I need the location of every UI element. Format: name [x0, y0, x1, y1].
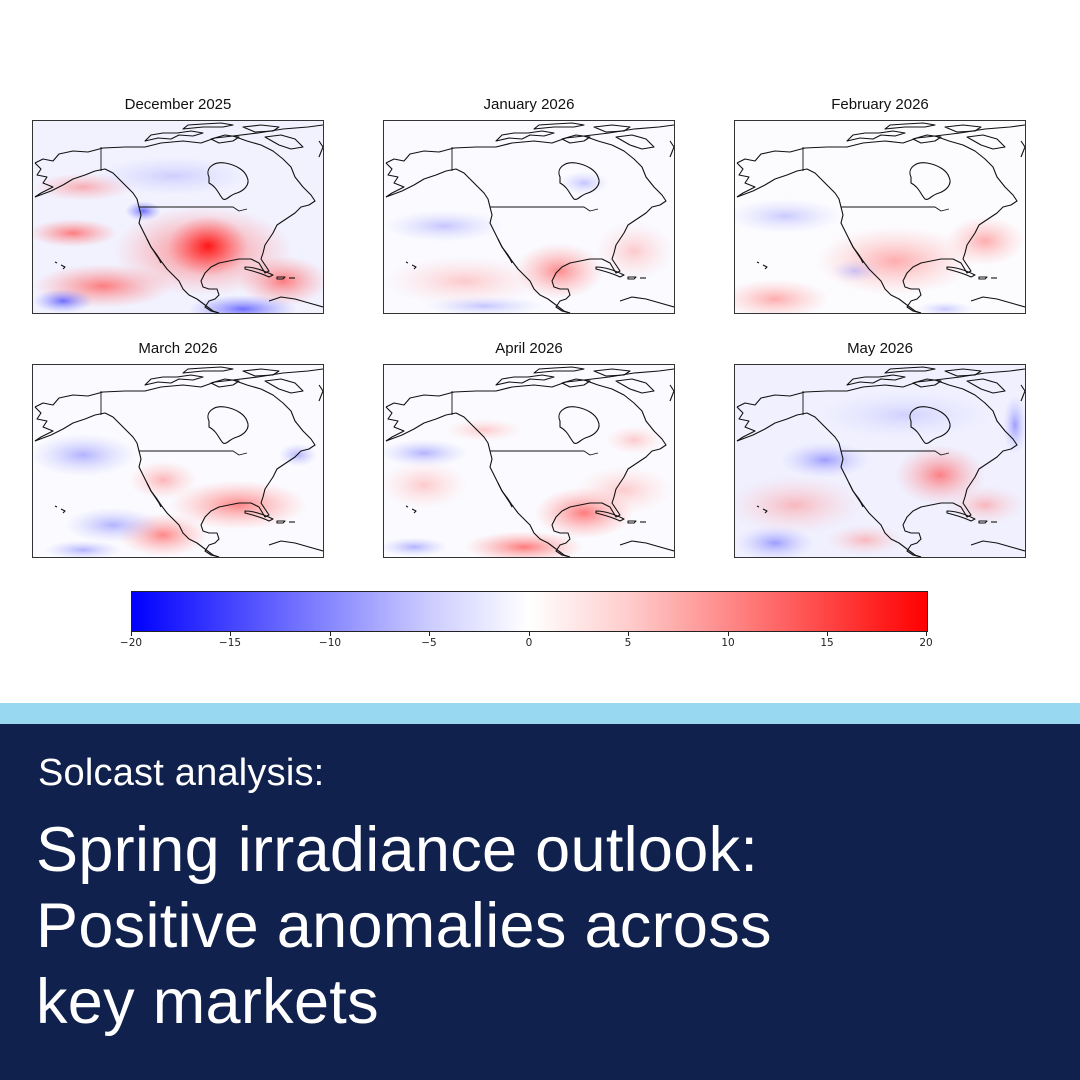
colorbar	[131, 591, 928, 632]
colorbar-tick	[230, 631, 231, 636]
headline: Spring irradiance outlook: Positive anom…	[36, 812, 772, 1040]
colorbar-tick-label: 20	[919, 637, 933, 649]
colorbar-tick-label: 0	[525, 637, 533, 649]
panel-title: April 2026	[495, 340, 563, 357]
colorbar-tick	[827, 631, 828, 636]
anomaly-map	[383, 364, 675, 558]
headline-line: key markets	[36, 967, 379, 1037]
anomaly-map	[734, 364, 1026, 558]
colorbar-tick-label: −5	[421, 637, 437, 649]
colorbar-tick	[131, 631, 132, 636]
panel-title: May 2026	[847, 340, 913, 357]
colorbar-tick	[529, 631, 530, 636]
colorbar-tick	[628, 631, 629, 636]
colorbar-tick-label: −20	[119, 637, 143, 649]
anomaly-map	[32, 120, 324, 314]
panel-title: March 2026	[138, 340, 218, 357]
colorbar-tick	[728, 631, 729, 636]
headline-line: Spring irradiance outlook:	[36, 815, 759, 885]
colorbar-tick-label: 15	[820, 637, 834, 649]
colorbar-tick-label: 5	[624, 637, 632, 649]
anomaly-map	[32, 364, 324, 558]
headline-line: Positive anomalies across	[36, 891, 772, 961]
panel-title: January 2026	[483, 96, 575, 113]
title-banner	[0, 724, 1080, 1080]
colorbar-tick	[330, 631, 331, 636]
colorbar-tick-label: 10	[721, 637, 735, 649]
accent-stripe	[0, 703, 1080, 724]
anomaly-map	[734, 120, 1026, 314]
colorbar-tick-label: −15	[218, 637, 242, 649]
colorbar-tick-label: −10	[318, 637, 342, 649]
colorbar-tick	[429, 631, 430, 636]
colorbar-tick	[926, 631, 927, 636]
panel-title: December 2025	[124, 96, 232, 113]
anomaly-map	[383, 120, 675, 314]
kicker-text: Solcast analysis:	[38, 752, 325, 794]
panel-title: February 2026	[831, 96, 929, 113]
